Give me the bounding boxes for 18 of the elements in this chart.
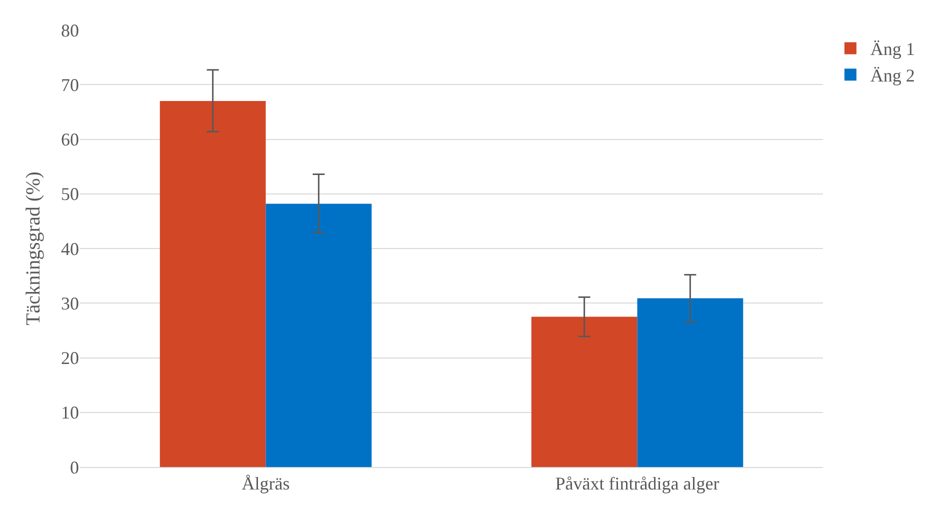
bar: [531, 316, 638, 467]
y-axis-title: Täckningsgrad (%): [22, 172, 44, 326]
y-tick-label: 40: [61, 238, 79, 259]
y-tick-label: 60: [61, 130, 79, 150]
bar: [637, 298, 744, 467]
y-tick-label: 80: [61, 20, 79, 40]
y-tick-label: 20: [61, 348, 79, 368]
y-tick-label: 70: [61, 74, 79, 95]
x-tick-label: Påväxt fintrådiga alger: [555, 474, 720, 494]
y-tick-label: 0: [70, 457, 79, 478]
y-tick-label: 50: [61, 184, 79, 204]
bar: [266, 204, 372, 467]
bar: [160, 101, 266, 467]
x-tick-label: Ålgräs: [242, 474, 290, 494]
legend-label: Äng 1: [870, 39, 915, 60]
y-tick-label: 10: [61, 402, 79, 423]
y-tick-label: 30: [61, 293, 79, 314]
legend-label: Äng 2: [870, 66, 915, 86]
